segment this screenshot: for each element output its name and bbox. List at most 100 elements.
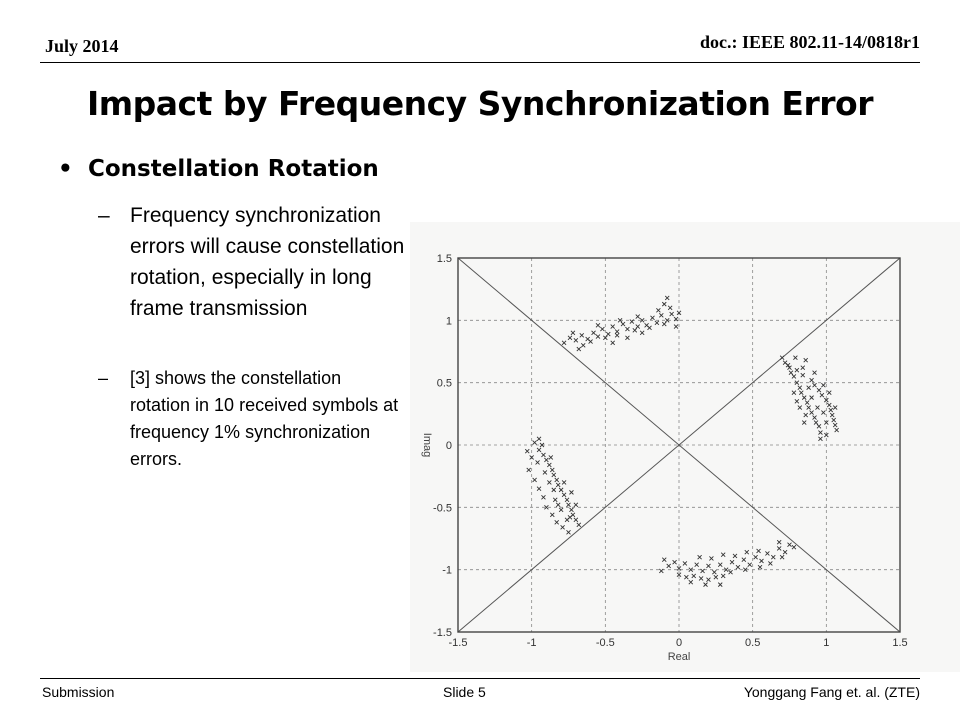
data-point [536,447,542,453]
data-point [614,329,620,334]
constellation-figure: -1.5 -1 -0.5 0 0.5 1 1.5 1.5 1 0.5 0 -0.5 -1 -1.5 Rea… [410,222,960,672]
data-point [524,448,530,454]
data-point [561,480,567,485]
data-point [551,472,557,478]
data-point [832,405,838,410]
data-point [804,400,810,405]
x-tick-label: 0.5 [745,637,760,649]
data-point [787,542,792,548]
data-point [566,502,571,508]
y-axis-label: Imag [421,433,433,457]
data-point [588,339,593,344]
footer-submission: Submission [42,684,115,700]
data-point [829,412,835,418]
footer-slide-number: Slide 5 [443,684,486,700]
data-point [554,519,560,525]
data-point [561,492,567,498]
data-point [826,390,832,395]
data-point [803,412,809,418]
constellation-chart: -1.5 -1 -0.5 0 0.5 1 1.5 1.5 1 0.5 0 -0.5 -1 -1.5 Rea… [410,222,960,672]
data-point [566,529,571,535]
data-point [812,415,817,420]
data-point [536,486,542,491]
data-point [806,405,811,410]
y-tick-label: 0.5 [437,378,452,390]
data-point [723,567,729,572]
data-point [567,335,573,341]
data-point [798,390,804,395]
data-point [539,442,545,448]
data-point [759,558,764,564]
data-point [676,566,682,571]
data-point [706,563,711,569]
sub-bullet-dash: – [98,368,109,388]
data-point [595,334,601,339]
data-point [697,554,702,560]
data-point [818,436,823,442]
data-point [776,539,782,545]
data-point [709,556,714,561]
x-tick-label: 1.5 [892,637,907,649]
data-point [728,569,733,575]
data-point [544,505,549,510]
x-tick-label: 1 [823,637,829,649]
data-point [558,487,564,493]
data-point [617,318,623,323]
data-point [656,308,661,313]
data-point [800,372,806,378]
x-tick-label: -1 [527,637,537,649]
data-point [567,514,573,520]
data-point [569,490,574,495]
y-tick-label: -1.5 [433,627,452,639]
sub-bullet-text: Frequency synchronization errors will ca… [130,204,405,320]
data-point [659,313,664,318]
data-point [753,554,758,560]
data-point [732,553,738,559]
data-point [595,323,601,328]
data-point [549,512,555,518]
data-point [776,546,782,551]
data-point [826,402,832,408]
data-point [831,417,837,423]
bullet-text: Constellation Rotation [88,156,379,182]
data-point [639,330,645,336]
data-point [809,377,814,383]
x-tick-label: -1.5 [449,637,468,649]
data-point [816,423,822,429]
footer-rule [40,678,920,679]
data-point [605,331,611,337]
data-point [576,346,582,352]
data-point [834,427,839,433]
data-point [635,324,641,329]
data-point [535,460,540,465]
data-point [673,316,679,322]
data-point [610,324,616,329]
data-point [797,405,803,410]
data-point [647,325,652,331]
data-point [547,462,552,468]
y-tick-label: -0.5 [433,502,452,514]
x-axis-label: Real [668,651,691,663]
data-point [782,549,788,555]
data-point [600,326,605,332]
data-point [544,457,549,463]
data-point [824,432,829,438]
data-point [706,577,711,582]
data-point [688,579,694,585]
data-point [669,311,674,317]
data-point [717,562,723,567]
data-point [720,552,726,558]
data-point [672,559,677,565]
data-point [629,319,635,324]
y-tick-label: 0 [446,440,452,452]
data-point [554,477,560,483]
y-tick-label: 1 [446,315,452,327]
data-point [785,362,791,368]
data-point [794,367,800,373]
data-point [532,477,537,483]
data-point [700,568,705,574]
data-point [625,335,630,341]
data-point [666,563,672,569]
data-point [551,487,557,493]
data-point [684,574,689,580]
